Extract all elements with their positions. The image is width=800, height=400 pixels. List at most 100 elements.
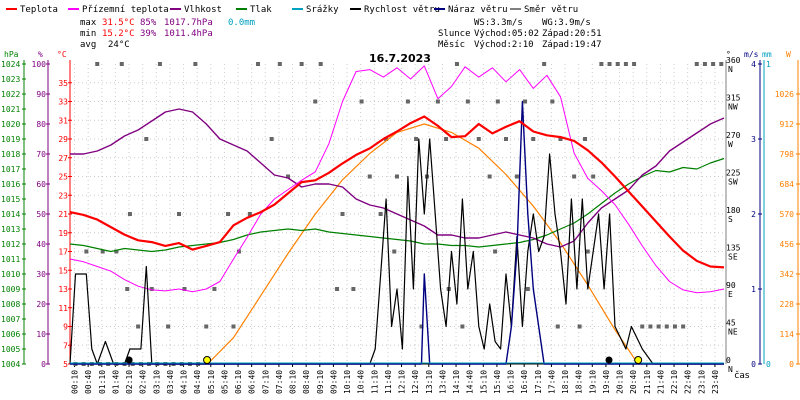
x-tick-label: 21:40 [656, 370, 665, 394]
info-moonset: Západ:19:47 [542, 40, 602, 50]
x-tick-label: 13:10 [425, 370, 434, 394]
dir-tick-label: SW [728, 178, 738, 187]
wind-dir-point [615, 62, 620, 66]
hpa-tick-label: 1009 [1, 285, 20, 294]
deg-axis-label: ° [726, 50, 731, 59]
wind-dir-point [444, 137, 449, 141]
wind-dir-point [476, 137, 481, 141]
pct-tick-label: 70 [36, 150, 46, 159]
hpa-tick-label: 1021 [1, 105, 20, 114]
x-tick-label: 20:10 [616, 370, 625, 394]
hpa-tick-label: 1008 [1, 300, 20, 309]
legend-label: Srážky [306, 5, 339, 15]
wind-dir-point [572, 174, 577, 179]
x-tick-label: 07:10 [261, 370, 270, 394]
pct-tick-label: 60 [36, 180, 46, 189]
wind-dir-point [277, 62, 282, 66]
x-tick-label: 16:40 [520, 370, 529, 394]
wind-dir-point [204, 324, 209, 329]
pct-tick-label: 0 [41, 360, 46, 369]
pct-tick-label: 100 [32, 60, 47, 69]
wind-dir-point [694, 62, 699, 66]
x-tick-label: 00:40 [84, 370, 93, 394]
stat-max-hum: 85% [140, 18, 157, 28]
legend-label: Teplota [20, 5, 58, 15]
markers-layer [125, 356, 643, 364]
sun-sunrise-marker [203, 356, 212, 364]
deg-tick-label: 315 [726, 94, 741, 103]
x-tick-label: 19:40 [602, 370, 611, 394]
hpa-tick-label: 1011 [1, 255, 20, 264]
ms-tick-label: 2 [751, 210, 756, 219]
humidity-line [70, 108, 725, 248]
x-tick-label: 09:40 [329, 370, 338, 394]
x-tick-label: 17:40 [547, 370, 556, 394]
wind-dir-point [125, 287, 130, 291]
wind-dir-point [493, 249, 498, 254]
w-tick-label: 912 [780, 120, 795, 129]
hpa-tick-label: 1017 [1, 165, 20, 174]
wind-dir-point [212, 287, 217, 291]
w-tick-label: 1026 [775, 90, 794, 99]
wind-dir-point [149, 287, 154, 291]
wind-dir-point [395, 174, 399, 179]
hpa-tick-label: 1006 [1, 330, 20, 339]
hpa-tick-label: 1012 [1, 240, 20, 249]
wind-dir-point [583, 137, 588, 141]
x-axis-label: čas [734, 370, 749, 381]
wind-dir-point [226, 212, 231, 216]
wind-dir-point [550, 99, 555, 104]
x-tick-label: 15:40 [493, 370, 502, 394]
wind-dir-point [114, 249, 119, 254]
x-tick-label: 23:40 [711, 370, 720, 394]
wind-dir-point [525, 287, 530, 291]
w-tick-label: 342 [780, 270, 795, 279]
hpa-tick-label: 1014 [1, 210, 20, 219]
info-moon-label: Měsíc [438, 40, 465, 50]
temp-tick-label: 31 [58, 116, 68, 125]
wind-dir-point [460, 324, 465, 329]
wind-dir-point [577, 324, 582, 329]
pct-tick-label: 20 [36, 300, 46, 309]
temp-tick-label: 11 [58, 304, 68, 313]
wind-dir-point [351, 287, 356, 291]
hpa-tick-label: 1013 [1, 225, 20, 234]
x-tick-label: 12:10 [398, 370, 407, 394]
mm-tick-label: 0 [766, 360, 771, 369]
hpa-tick-label: 1024 [1, 60, 20, 69]
x-tick-label: 19:10 [588, 370, 597, 394]
temp-axis-label: °C [57, 50, 67, 59]
wind-dir-point [236, 249, 241, 254]
legend-label: Tlak [250, 5, 272, 15]
wind-dir-point [504, 137, 508, 141]
dir-tick-label: W [728, 140, 733, 149]
x-tick-label: 22:10 [670, 370, 679, 394]
ms-tick-label: 3 [751, 135, 756, 144]
wind-gust-line [70, 100, 724, 365]
hpa-tick-label: 1019 [1, 135, 20, 144]
info-block: WS:3.3m/s WG:3.9m/s Slunce Východ:05:02 … [438, 18, 602, 50]
w-tick-label: 114 [780, 330, 795, 339]
hpa-tick-label: 1007 [1, 315, 20, 324]
wind-dir-point [286, 174, 290, 179]
info-sunset: Západ:20:51 [542, 29, 602, 39]
deg-tick-label: 0 [726, 356, 731, 365]
temp-tick-label: 13 [58, 285, 68, 294]
info-ws: WS:3.3m/s [474, 18, 523, 28]
wind-dir-point [269, 137, 274, 141]
wind-dir-point [711, 62, 716, 66]
sun-sunset-marker [634, 356, 643, 364]
w-tick-label: 456 [780, 240, 795, 249]
ms-tick-label: 1 [751, 285, 756, 294]
stat-min-temp: 15.2°C [102, 29, 135, 39]
legend: Teplota Přízemní teplota Vlhkost Tlak Srážky… [6, 5, 578, 15]
wind-dir-point [681, 324, 686, 329]
dir-tick-label: N [728, 65, 733, 74]
solar-radiation-line [207, 123, 639, 365]
wind-dir-point [384, 137, 389, 141]
wind-dir-point [119, 62, 124, 66]
wind-dir-point [335, 287, 340, 291]
deg-tick-label: 45 [726, 319, 736, 328]
hpa-axis-label: hPa [4, 50, 19, 59]
